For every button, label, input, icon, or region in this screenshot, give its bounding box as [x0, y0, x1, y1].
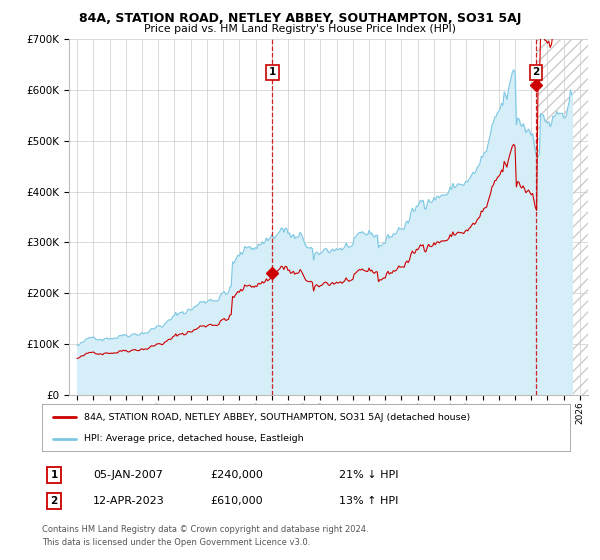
- Text: 21% ↓ HPI: 21% ↓ HPI: [339, 470, 398, 480]
- Text: This data is licensed under the Open Government Licence v3.0.: This data is licensed under the Open Gov…: [42, 538, 310, 547]
- Text: 2: 2: [50, 496, 58, 506]
- Text: 05-JAN-2007: 05-JAN-2007: [93, 470, 163, 480]
- Text: 1: 1: [269, 67, 276, 77]
- Text: 12-APR-2023: 12-APR-2023: [93, 496, 165, 506]
- Text: 13% ↑ HPI: 13% ↑ HPI: [339, 496, 398, 506]
- Text: 2: 2: [532, 67, 539, 77]
- Text: £610,000: £610,000: [210, 496, 263, 506]
- Text: HPI: Average price, detached house, Eastleigh: HPI: Average price, detached house, East…: [84, 434, 304, 443]
- Text: 84A, STATION ROAD, NETLEY ABBEY, SOUTHAMPTON, SO31 5AJ (detached house): 84A, STATION ROAD, NETLEY ABBEY, SOUTHAM…: [84, 413, 470, 422]
- Bar: [536, 39, 588, 395]
- Text: 1: 1: [50, 470, 58, 480]
- Text: Contains HM Land Registry data © Crown copyright and database right 2024.: Contains HM Land Registry data © Crown c…: [42, 525, 368, 534]
- Text: £240,000: £240,000: [210, 470, 263, 480]
- Text: 84A, STATION ROAD, NETLEY ABBEY, SOUTHAMPTON, SO31 5AJ: 84A, STATION ROAD, NETLEY ABBEY, SOUTHAM…: [79, 12, 521, 25]
- Text: Price paid vs. HM Land Registry's House Price Index (HPI): Price paid vs. HM Land Registry's House …: [144, 24, 456, 34]
